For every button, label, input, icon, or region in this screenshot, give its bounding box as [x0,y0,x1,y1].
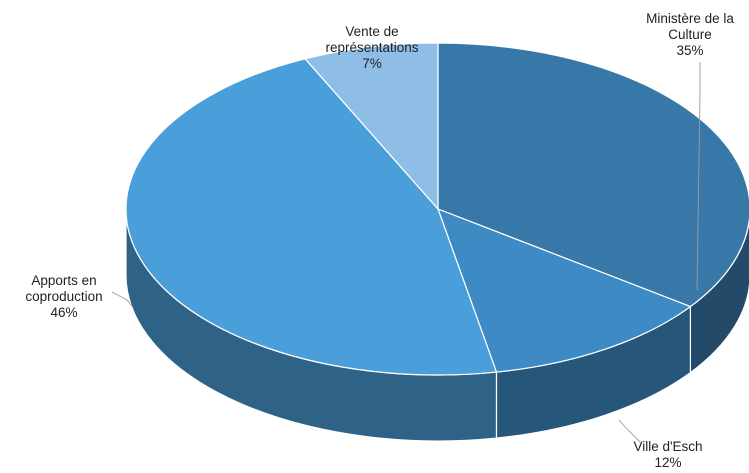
label-ministere-pct: 35% [676,43,703,58]
slice-vente [304,42,439,211]
label-ministere-line1: Ministère de la [646,11,734,26]
label-apports-line1: Apports en [31,273,96,288]
label-apports-line2: coproduction [25,289,102,304]
leader-apports [111,291,133,307]
label-vente-line2: représentations [325,40,418,55]
label-vente-line1: Vente de [345,24,398,39]
label-ville-line1: Ville d'Esch [633,439,702,454]
label-ministere-line2: Culture [668,27,712,42]
pie-slices [125,42,749,376]
label-ville-pct: 12% [654,455,681,470]
slice-apports [125,58,498,376]
slice-ville [436,207,692,373]
slice-ministere [437,42,749,308]
label-apports-pct: 46% [50,305,77,320]
label-vente-pct: 7% [362,56,382,71]
leader-lines [111,62,701,443]
leader-ville [618,419,641,443]
leader-ministere [696,62,701,291]
